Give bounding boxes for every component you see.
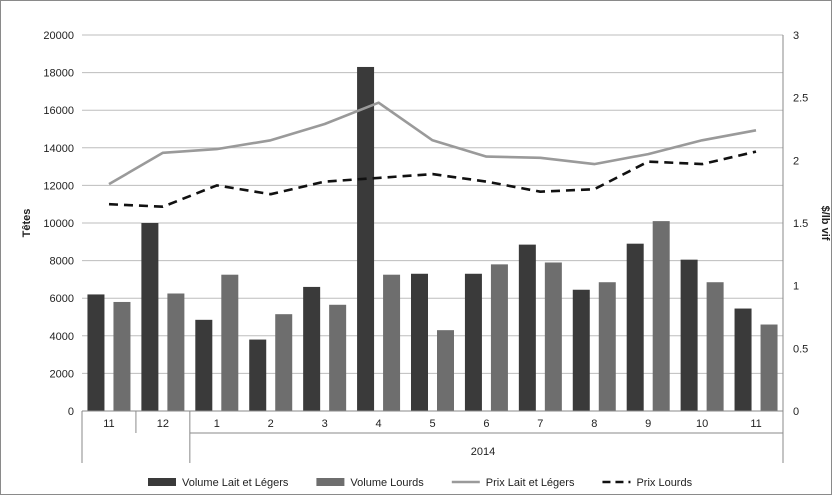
y-tick-label-right: 1 (793, 281, 799, 293)
y-tick-label-left: 2000 (50, 368, 74, 380)
bar-volume-lait-legers (141, 223, 159, 411)
bar-volume-lourds (167, 293, 185, 411)
bar-volume-lait-legers (249, 339, 267, 411)
x-tick-label: 11 (750, 418, 761, 430)
x-tick-label: 4 (376, 418, 382, 430)
y-tick-label-left: 0 (68, 406, 74, 418)
x-tick-label: 3 (322, 418, 328, 430)
bars-layer (87, 66, 778, 412)
bar-volume-lourds (329, 304, 347, 411)
legend-label: Prix Lourds (636, 477, 692, 489)
y-tick-label-left: 4000 (50, 331, 74, 343)
right-axis-ticks: 0 0.5 1 1.5 2 2.5 3 (793, 30, 808, 418)
bar-volume-lourds (113, 301, 131, 411)
bar-volume-lait-legers (734, 308, 752, 411)
bar-volume-lait-legers (626, 243, 644, 411)
bar-volume-lait-legers (680, 259, 698, 411)
x-tick-label: 1 (214, 418, 220, 430)
legend-swatch (148, 478, 176, 486)
legend-label: Volume Lourds (350, 477, 424, 489)
series-line-prix-lait-legers (108, 101, 757, 186)
y-tick-label-right: 0.5 (793, 343, 808, 355)
y-tick-label-right: 2 (793, 155, 799, 167)
axes-layer (81, 35, 784, 463)
bar-volume-lait-legers (572, 289, 590, 411)
bar-volume-lourds (652, 221, 670, 411)
bar-volume-lait-legers (195, 319, 213, 411)
bar-volume-lourds (490, 264, 508, 411)
y-tick-label-left: 18000 (43, 68, 74, 80)
bar-volume-lait-legers (518, 244, 536, 411)
x-tick-label: 5 (429, 418, 435, 430)
legend-label: Volume Lait et Légers (182, 477, 289, 489)
y-tick-label-left: 16000 (43, 105, 74, 117)
x-tick-label: 6 (483, 418, 489, 430)
bar-volume-lait-legers (87, 294, 105, 411)
x-tick-label: 9 (645, 418, 651, 430)
y-tick-label-right: 3 (793, 30, 799, 42)
y-tick-label-right: 1.5 (793, 218, 808, 230)
bar-volume-lourds (706, 282, 724, 411)
bar-volume-lourds (383, 274, 401, 411)
series-line-prix-lourds (108, 150, 757, 208)
y-tick-label-left: 12000 (43, 180, 74, 192)
y-tick-label-left: 20000 (43, 30, 74, 42)
y-tick-label-right: 2.5 (793, 93, 808, 105)
y-axis-title-left: Têtes (21, 209, 33, 238)
bar-volume-lourds (437, 330, 454, 411)
y-tick-label-left: 14000 (43, 143, 74, 155)
x-axis-ticks: 11 12 1 2 3 4 5 6 7 8 9 10 11 (103, 418, 761, 430)
x-axis-group-label: 2014 (471, 446, 495, 458)
legend-swatch (316, 478, 345, 486)
bar-volume-lait-legers (357, 66, 375, 412)
x-tick-label: 7 (537, 418, 543, 430)
bar-volume-lourds (760, 324, 778, 411)
lines-layer (108, 101, 757, 208)
left-axis-ticks: 0 2000 4000 6000 8000 10000 12000 14000 16000 180… (43, 30, 74, 418)
legend: Volume Lait et Légers Volume Lourds Prix L… (148, 477, 693, 489)
x-tick-label: 11 (103, 418, 114, 430)
bar-volume-lait-legers (464, 273, 482, 411)
x-tick-label: 2 (268, 418, 274, 430)
bar-volume-lait-legers (303, 286, 321, 411)
y-tick-label-left: 8000 (50, 256, 74, 268)
bar-volume-lourds (221, 274, 239, 411)
bar-volume-lourds (598, 282, 616, 411)
legend-label: Prix Lait et Légers (486, 477, 575, 489)
bar-volume-lourds (275, 314, 293, 411)
y-axis-title-right: $/lb vif (819, 206, 831, 241)
x-tick-label: 10 (696, 418, 708, 430)
x-tick-label: 8 (591, 418, 597, 430)
y-tick-label-left: 6000 (50, 293, 74, 305)
y-tick-label-right: 0 (793, 406, 799, 418)
bar-volume-lait-legers (411, 273, 428, 411)
x-tick-label: 12 (157, 418, 169, 430)
bar-volume-lourds (544, 262, 562, 411)
y-tick-label-left: 10000 (43, 218, 74, 230)
